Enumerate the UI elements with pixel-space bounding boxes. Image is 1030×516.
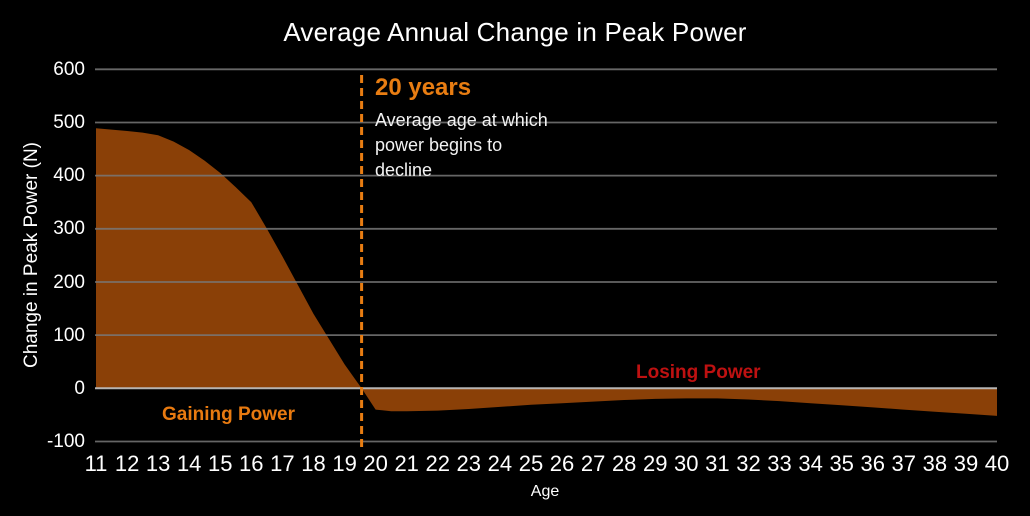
chart-title: Average Annual Change in Peak Power: [283, 17, 747, 47]
x-tick-label: 11: [84, 451, 108, 476]
x-tick-label: 13: [145, 451, 171, 476]
x-tick-label: 19: [332, 451, 357, 476]
y-tick-label: 400: [53, 165, 85, 187]
y-tick-label: 200: [53, 271, 85, 293]
gaining-power-label: Gaining Power: [162, 404, 296, 425]
x-tick-label: 25: [518, 451, 544, 476]
y-tick-label: 300: [53, 218, 85, 240]
x-tick-label: 22: [425, 451, 451, 476]
x-tick-label: 18: [301, 451, 326, 476]
x-tick-label: 36: [860, 451, 886, 476]
y-tick-label: -100: [46, 431, 85, 452]
x-tick-label: 29: [643, 451, 668, 476]
annotation-line-1: Average age at which: [375, 110, 548, 130]
x-tick-label: 27: [580, 451, 606, 476]
x-tick-label: 32: [736, 451, 761, 476]
x-tick-label: 21: [394, 451, 419, 476]
x-tick-label: 33: [767, 451, 792, 476]
annotation-line-3: decline: [375, 160, 433, 180]
x-tick-label: 23: [456, 451, 482, 476]
losing-power-label: Losing Power: [636, 362, 761, 383]
x-tick-label: 15: [208, 451, 233, 476]
x-tick-label: 40: [984, 451, 1010, 476]
annotation-title: 20 years: [375, 74, 472, 101]
x-tick-label: 24: [487, 451, 513, 476]
x-tick-label: 28: [611, 451, 637, 476]
y-tick-label: 0: [74, 377, 85, 399]
x-tick-label: 31: [705, 451, 730, 476]
x-tick-label: 14: [176, 451, 202, 476]
x-tick-label: 12: [114, 451, 140, 476]
x-tick-label: 34: [798, 451, 823, 476]
x-tick-label: 20: [363, 451, 388, 476]
x-axis-label: Age: [530, 483, 560, 500]
y-tick-label: 100: [53, 324, 85, 346]
x-tick-label: 16: [239, 451, 264, 476]
x-tick-label: 35: [829, 451, 854, 476]
x-tick-label: 26: [549, 451, 575, 476]
y-tick-label: 600: [53, 58, 85, 80]
area-series: [96, 128, 997, 416]
x-tick-label: 37: [891, 451, 917, 476]
annotation-line-2: power begins to: [375, 135, 503, 155]
y-tick-label: 500: [53, 112, 85, 133]
vline-annotation: 20 years Average age at which power begi…: [375, 74, 548, 183]
x-tick-label: 38: [922, 451, 948, 476]
x-tick-label: 39: [953, 451, 979, 476]
x-tick-label: 30: [674, 451, 699, 476]
x-tick-label: 17: [270, 451, 295, 476]
